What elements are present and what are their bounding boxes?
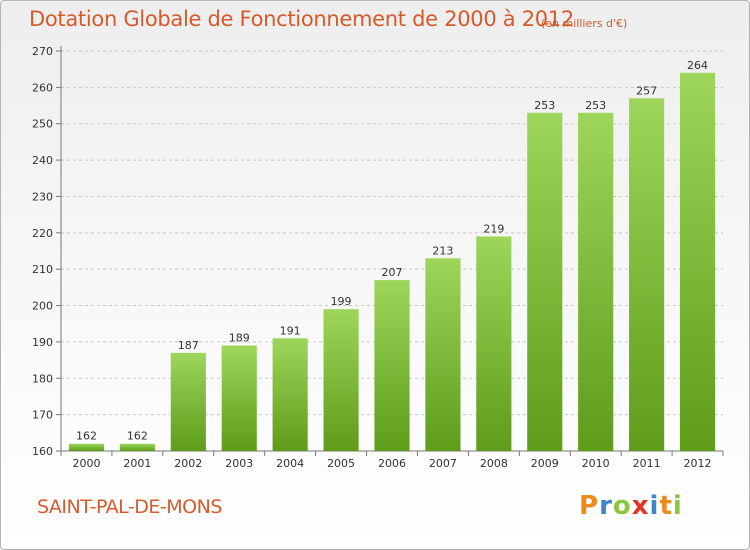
logo-letter: i bbox=[672, 491, 683, 521]
logo-letter: t bbox=[659, 491, 673, 521]
bar bbox=[221, 345, 257, 451]
x-tick-label: 2010 bbox=[582, 457, 610, 470]
data-label: 162 bbox=[127, 430, 148, 443]
data-label: 207 bbox=[382, 266, 403, 279]
bar bbox=[527, 112, 563, 452]
logo-letter: o bbox=[612, 491, 632, 521]
data-label: 253 bbox=[534, 99, 555, 112]
data-label: 162 bbox=[76, 430, 97, 443]
y-tick-label: 200 bbox=[32, 300, 53, 313]
unit-note: (en milliers d'€) bbox=[541, 17, 628, 30]
y-tick-label: 170 bbox=[32, 409, 53, 422]
data-label: 191 bbox=[280, 324, 301, 337]
bar bbox=[374, 280, 410, 451]
bar bbox=[323, 309, 359, 451]
x-tick-label: 2003 bbox=[225, 457, 253, 470]
data-label: 219 bbox=[483, 222, 504, 235]
x-tick-label: 2008 bbox=[480, 457, 508, 470]
logo-letter: P bbox=[579, 491, 600, 521]
y-tick-label: 160 bbox=[32, 445, 53, 458]
data-label: 253 bbox=[585, 99, 606, 112]
bar bbox=[629, 98, 665, 451]
bar bbox=[272, 338, 308, 451]
data-label: 189 bbox=[229, 332, 250, 345]
x-tick-label: 2007 bbox=[429, 457, 457, 470]
data-label: 213 bbox=[432, 244, 453, 257]
y-tick-label: 190 bbox=[32, 336, 53, 349]
y-tick-label: 210 bbox=[32, 263, 53, 276]
proxiti-logo[interactable]: Proxiti bbox=[579, 491, 689, 525]
data-label: 264 bbox=[687, 59, 708, 72]
bar bbox=[679, 72, 716, 452]
x-tick-label: 2006 bbox=[378, 457, 406, 470]
labels: 2000 162 2001 162 2002 187 2003 189 2004 191 2005 1… bbox=[72, 59, 711, 470]
y-tick-label: 270 bbox=[32, 45, 53, 58]
x-tick-label: 2002 bbox=[174, 457, 202, 470]
logo-letter: x bbox=[631, 491, 650, 521]
logo-letter: r bbox=[599, 491, 613, 521]
bar bbox=[425, 258, 461, 451]
y-tick-label: 180 bbox=[32, 372, 53, 385]
y-tick-label: 220 bbox=[32, 227, 53, 240]
bar bbox=[170, 352, 206, 451]
x-tick-label: 2005 bbox=[327, 457, 355, 470]
chart-title: Dotation Globale de Fonctionnement de 20… bbox=[29, 7, 574, 31]
bar bbox=[119, 443, 155, 451]
y-tick-label: 240 bbox=[32, 154, 53, 167]
x-tick-label: 2012 bbox=[684, 457, 712, 470]
y-tick-label: 230 bbox=[32, 190, 53, 203]
data-label: 199 bbox=[331, 295, 352, 308]
bar-chart: 160 170 180 190 200 210 220 230 240 250 260 270 200… bbox=[32, 45, 724, 470]
commune-name: SAINT-PAL-DE-MONS bbox=[37, 496, 222, 518]
logo-letter: i bbox=[649, 491, 660, 521]
x-tick-label: 2000 bbox=[72, 457, 100, 470]
x-tick-label: 2009 bbox=[531, 457, 559, 470]
bar bbox=[476, 236, 512, 451]
data-label: 187 bbox=[178, 339, 199, 352]
bars bbox=[68, 72, 716, 452]
bar bbox=[68, 443, 105, 451]
x-tick-label: 2011 bbox=[633, 457, 661, 470]
y-tick-label: 250 bbox=[32, 118, 53, 131]
data-label: 257 bbox=[636, 84, 657, 97]
bar bbox=[578, 112, 614, 452]
y-tick-label: 260 bbox=[32, 81, 53, 94]
x-tick-label: 2004 bbox=[276, 457, 304, 470]
x-tick-label: 2001 bbox=[123, 457, 151, 470]
